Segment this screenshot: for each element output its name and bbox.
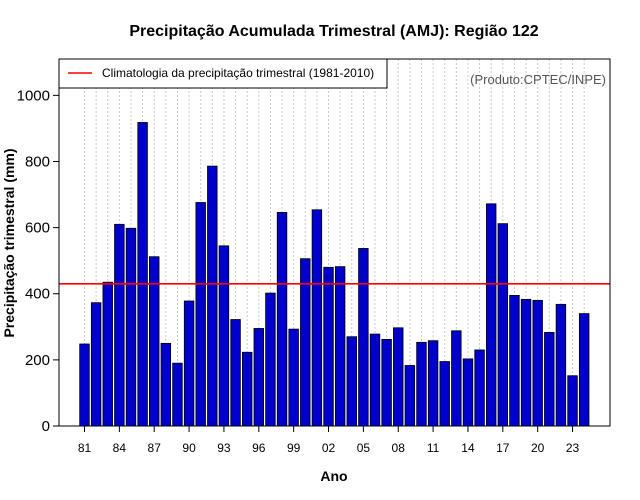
bar-86 — [137, 122, 148, 427]
y-tick-label: 400 — [25, 286, 50, 303]
x-tick-label: 87 — [148, 441, 162, 455]
bar-99 — [288, 328, 299, 427]
x-tick-label: 96 — [252, 441, 266, 455]
bar-23 — [567, 375, 578, 427]
x-tick-label: 99 — [287, 441, 301, 455]
bar-22 — [555, 303, 567, 427]
source-annotation: (Produto:CPTEC/INPE) — [470, 72, 606, 87]
y-tick-label: 1000 — [17, 87, 50, 104]
x-tick-label: 20 — [531, 441, 545, 455]
bar-12 — [439, 361, 450, 427]
x-tick-label: 81 — [78, 441, 92, 455]
bar-98 — [276, 212, 288, 427]
x-tick-label: 93 — [217, 441, 231, 455]
chart-title: Precipitação Acumulada Trimestral (AMJ):… — [129, 23, 538, 40]
bar-91 — [195, 202, 206, 427]
bar-09 — [404, 365, 416, 427]
bar-84 — [114, 223, 125, 427]
bar-20 — [532, 299, 543, 427]
bar-07 — [381, 338, 392, 427]
bar-18 — [509, 294, 520, 427]
bar-04 — [346, 336, 357, 427]
bar-17 — [497, 223, 509, 427]
bar-97 — [265, 292, 276, 427]
bar-87 — [149, 256, 160, 427]
bar-90 — [183, 300, 195, 427]
bar-13 — [451, 330, 462, 427]
bar-24 — [578, 313, 590, 427]
bar-21 — [544, 332, 555, 427]
bar-03 — [334, 266, 346, 427]
bar-95 — [241, 351, 253, 427]
y-tick-label: 0 — [42, 418, 50, 435]
bar-19 — [520, 298, 532, 427]
x-tick-label: 84 — [113, 441, 127, 455]
x-axis-title: Ano — [320, 468, 347, 484]
legend-box — [58, 58, 388, 89]
x-tick-label: 02 — [322, 441, 336, 455]
legend: Climatologia da precipitação trimestral … — [58, 58, 388, 89]
x-tick-label: 14 — [461, 441, 475, 455]
grid-lines — [84, 59, 585, 426]
legend-label: Climatologia da precipitação trimestral … — [102, 66, 374, 80]
bar-94 — [230, 319, 241, 427]
x-tick-label: 08 — [392, 441, 406, 455]
y-axis-title: Precipitação trimestral (mm) — [1, 148, 17, 337]
y-axis: 0 200 400 600 800 1000 — [17, 87, 59, 435]
bar-92 — [207, 165, 218, 427]
bar-83 — [102, 281, 113, 427]
bar-02 — [323, 266, 334, 427]
x-tick-label: 11 — [427, 441, 440, 455]
bar-10 — [416, 341, 427, 427]
bar-85 — [125, 227, 137, 427]
bar-96 — [253, 328, 265, 427]
y-tick-label: 600 — [25, 220, 50, 237]
y-tick-label: 200 — [25, 352, 50, 369]
bar-14 — [462, 358, 474, 427]
bar-82 — [90, 302, 102, 427]
x-axis: 81 84 87 90 93 96 99 02 05 08 11 14 17 20 23 — [78, 426, 580, 455]
bar-15 — [474, 349, 485, 427]
y-tick-label: 800 — [25, 153, 50, 170]
x-tick-label: 23 — [566, 441, 580, 455]
bar-89 — [172, 362, 183, 427]
x-tick-label: 05 — [357, 441, 371, 455]
bar-81 — [79, 343, 90, 427]
bars — [79, 122, 590, 427]
x-tick-label: 17 — [496, 441, 510, 455]
bar-11 — [427, 340, 439, 427]
bar-16 — [485, 203, 497, 427]
bar-06 — [369, 333, 381, 427]
bar-05 — [358, 248, 369, 427]
bar-88 — [160, 342, 172, 427]
bar-01 — [311, 209, 323, 427]
x-tick-label: 90 — [182, 441, 196, 455]
bar-08 — [393, 327, 404, 427]
bar-93 — [218, 245, 230, 427]
